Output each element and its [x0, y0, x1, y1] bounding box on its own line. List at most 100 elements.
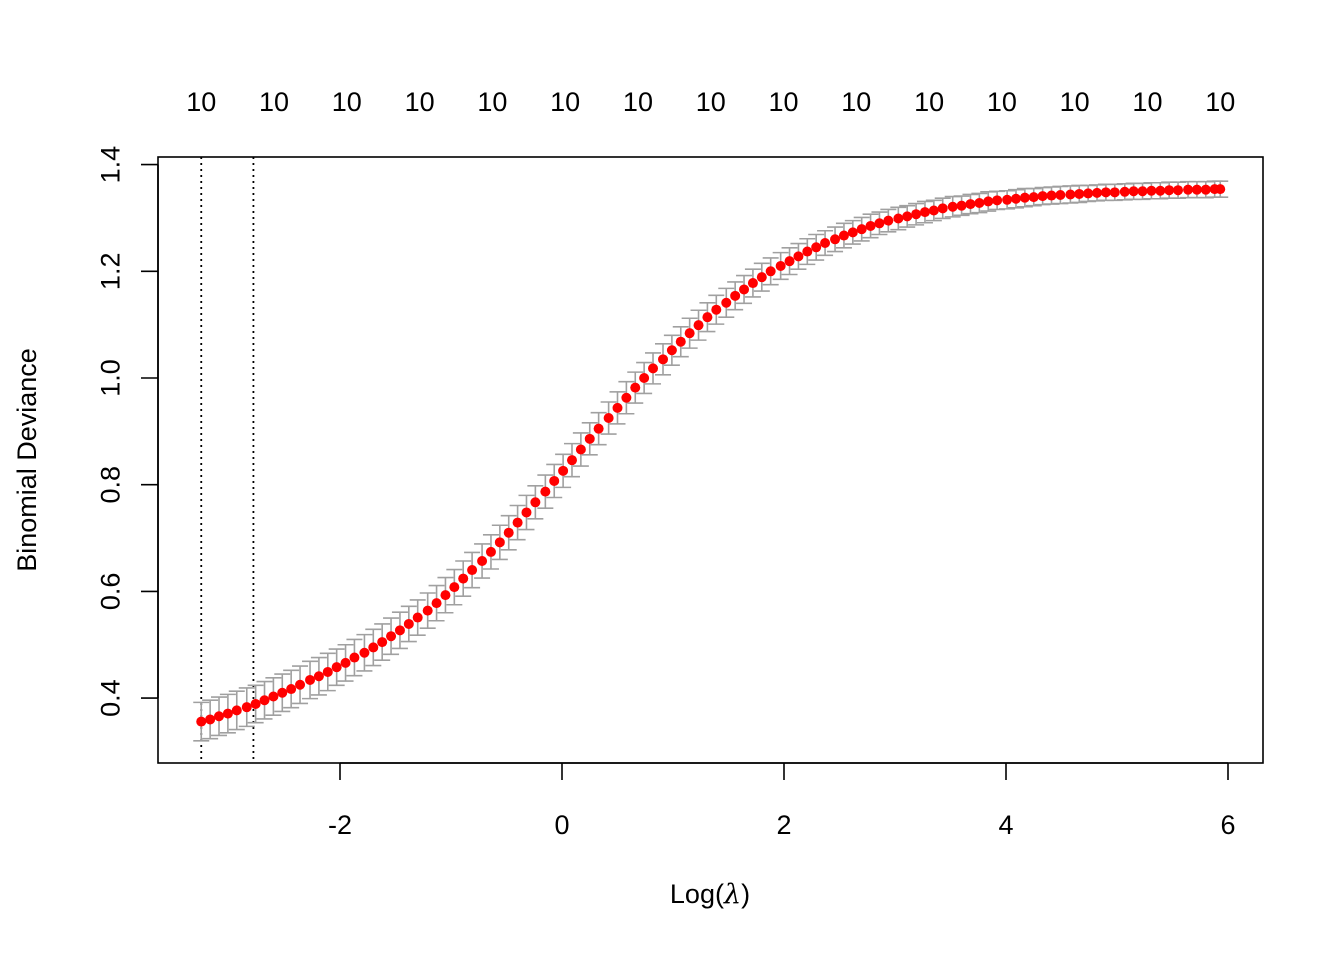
x-tick-label: 6 [1220, 810, 1235, 840]
data-point [1019, 192, 1030, 203]
data-point [440, 590, 451, 601]
x-axis: -2 0 2 4 6 [328, 762, 1236, 840]
data-point [1065, 189, 1076, 200]
data-point [512, 517, 523, 528]
data-points [196, 184, 1226, 727]
data-point [530, 497, 541, 508]
top-axis-label: 10 [477, 87, 507, 117]
data-point [286, 684, 297, 695]
data-point [521, 507, 532, 518]
data-point [494, 537, 505, 548]
data-point [947, 201, 958, 212]
data-point [422, 605, 433, 616]
data-point [222, 708, 233, 719]
data-point [485, 546, 496, 557]
x-tick-label: 2 [776, 810, 791, 840]
data-point [666, 345, 677, 356]
data-point [1028, 192, 1039, 203]
data-point [205, 714, 216, 725]
data-point [756, 272, 767, 283]
data-point [965, 199, 976, 210]
data-point [412, 612, 423, 623]
data-point [883, 215, 894, 226]
data-point [621, 392, 632, 403]
data-point [467, 565, 478, 576]
data-point [1092, 187, 1103, 198]
data-point [928, 205, 939, 216]
data-point [775, 260, 786, 271]
data-point [313, 671, 324, 682]
data-point [911, 209, 922, 220]
y-tick-label: 1.2 [95, 253, 125, 291]
data-point [603, 413, 614, 424]
data-point [394, 625, 405, 636]
y-tick-label: 0.8 [95, 466, 125, 504]
data-point [1137, 186, 1148, 197]
x-tick-label: 4 [998, 810, 1013, 840]
data-point [1109, 187, 1120, 198]
data-point [566, 455, 577, 466]
top-axis-label: 10 [623, 87, 653, 117]
top-axis-label: 10 [841, 87, 871, 117]
x-axis-title: Log(λ) [670, 879, 750, 910]
data-point [956, 200, 967, 211]
data-point [784, 256, 795, 267]
top-axis-label: 10 [259, 87, 289, 117]
y-tick-label: 1.0 [95, 359, 125, 397]
data-point [747, 278, 758, 289]
data-point [1074, 188, 1085, 199]
data-point [431, 598, 442, 609]
data-point [1046, 190, 1057, 201]
data-point [702, 312, 713, 323]
data-point [893, 213, 904, 224]
top-axis-label: 10 [769, 87, 799, 117]
data-point [386, 631, 397, 642]
data-point [793, 251, 804, 262]
top-axis-labels: 10 10 10 10 10 10 10 10 10 10 10 10 10 10 10 [186, 87, 1235, 117]
data-point [1119, 186, 1130, 197]
data-point [322, 666, 333, 677]
data-point [693, 320, 704, 331]
data-point [1055, 190, 1066, 201]
data-point [196, 716, 207, 727]
data-point [874, 218, 885, 229]
data-point [612, 402, 623, 413]
data-point [1010, 193, 1021, 204]
top-axis-label: 10 [1132, 87, 1162, 117]
data-point [721, 297, 732, 308]
data-point [558, 465, 569, 476]
data-point [865, 220, 876, 231]
data-point [830, 234, 841, 245]
data-point [1002, 194, 1013, 205]
data-point [593, 423, 604, 434]
data-point [1100, 187, 1111, 198]
top-axis-label: 10 [550, 87, 580, 117]
x-tick-label: 0 [554, 810, 569, 840]
y-tick-label: 1.4 [95, 146, 125, 184]
data-point [277, 687, 288, 698]
lambda-reference-lines [200, 157, 255, 763]
data-point [1037, 191, 1048, 202]
data-point [1155, 185, 1166, 196]
data-point [983, 196, 994, 207]
top-axis-label: 10 [1205, 87, 1235, 117]
y-tick-label: 0.6 [95, 573, 125, 611]
data-point [648, 363, 659, 374]
x-tick-label: -2 [328, 810, 352, 840]
top-axis-label: 10 [332, 87, 362, 117]
data-point [584, 433, 595, 444]
top-axis-label: 10 [405, 87, 435, 117]
data-point [359, 647, 370, 658]
top-axis-label: 10 [186, 87, 216, 117]
data-point [902, 211, 913, 222]
y-axis-title: Binomial Deviance [12, 348, 42, 572]
data-point [549, 475, 560, 486]
data-point [1146, 185, 1157, 196]
data-point [250, 698, 261, 709]
data-point [340, 657, 351, 668]
data-point [1164, 185, 1175, 196]
data-point [449, 582, 460, 593]
data-point [1083, 188, 1094, 199]
data-point [838, 230, 849, 241]
